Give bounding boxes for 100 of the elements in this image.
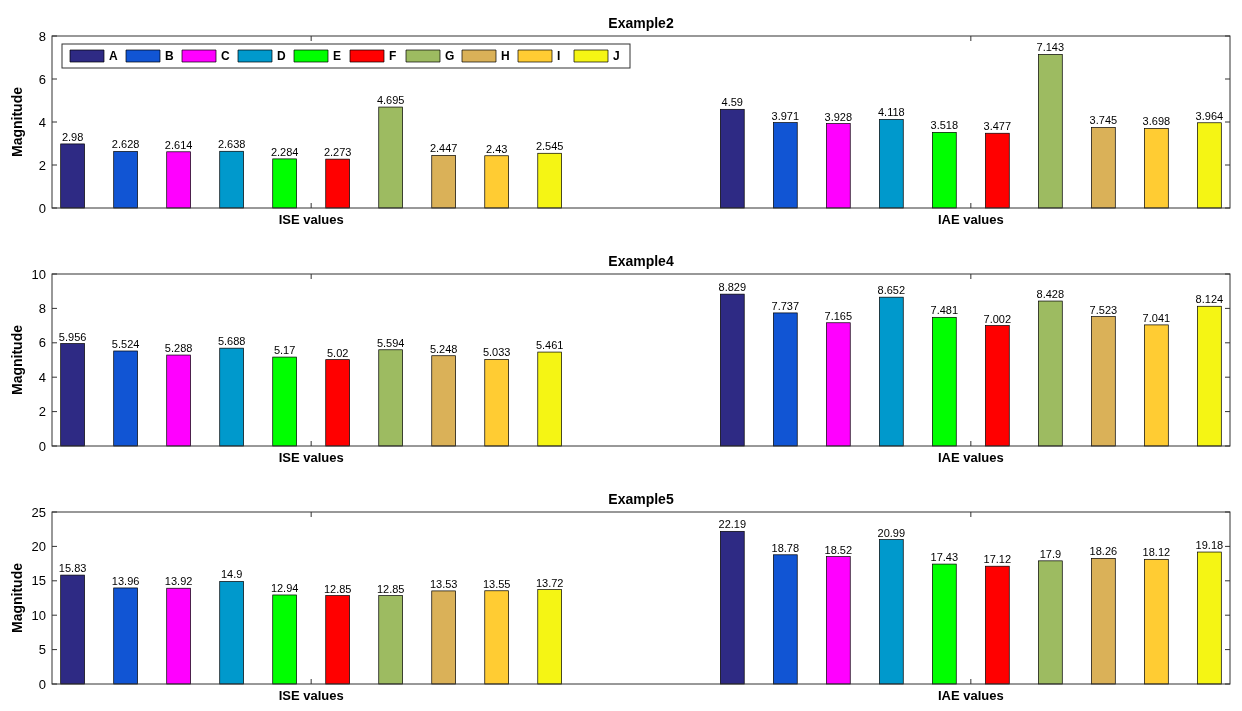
bar (113, 587, 138, 685)
data-label: 12.85 (376, 582, 405, 595)
data-label: 8.829 (718, 281, 747, 294)
bar (166, 587, 191, 685)
data-label: 3.971 (771, 109, 800, 122)
bar (1091, 558, 1116, 685)
bar (773, 312, 798, 447)
bar (537, 589, 562, 685)
data-label: 7.041 (1142, 311, 1171, 324)
x-tick-label: IAE values (937, 688, 1004, 703)
y-tick-label: 0 (38, 200, 46, 216)
bar (720, 108, 745, 209)
bar (879, 539, 904, 685)
bar (1038, 300, 1063, 447)
bar (985, 325, 1010, 447)
y-axis-title: Magnitude (9, 324, 25, 395)
data-label: 7.165 (824, 309, 853, 322)
bar (325, 595, 350, 685)
legend-label: C (221, 49, 230, 64)
bar (826, 556, 851, 685)
data-label: 20.99 (877, 526, 906, 539)
legend-label: B (165, 49, 174, 64)
bar (1091, 316, 1116, 447)
data-label: 14.9 (220, 568, 243, 581)
y-tick-label: 0 (38, 676, 46, 692)
y-tick-label: 4 (38, 114, 46, 130)
bar (219, 150, 244, 209)
x-tick-label: ISE values (278, 688, 344, 703)
bar (219, 581, 244, 685)
data-label: 18.12 (1142, 546, 1171, 559)
data-label: 3.698 (1142, 115, 1171, 128)
data-label: 3.745 (1089, 114, 1118, 127)
y-tick-label: 0 (38, 438, 46, 454)
data-label: 2.638 (217, 138, 246, 151)
bar (826, 123, 851, 209)
data-label: 4.59 (721, 96, 744, 109)
y-tick-label: 2 (38, 404, 46, 420)
data-label: 17.12 (983, 553, 1012, 566)
bar (484, 359, 509, 447)
legend-label: I (557, 49, 561, 64)
bar (113, 151, 138, 209)
bar (1144, 128, 1169, 209)
bar (537, 351, 562, 447)
data-label: 18.26 (1089, 545, 1118, 558)
data-label: 7.143 (1036, 41, 1065, 54)
bar (166, 151, 191, 209)
legend-label: A (109, 49, 118, 64)
legend-label: D (277, 49, 286, 64)
data-label: 5.248 (429, 342, 458, 355)
data-label: 7.737 (771, 299, 800, 312)
data-label: 12.94 (270, 581, 299, 594)
bar (60, 574, 85, 685)
bar (985, 132, 1010, 209)
data-label: 3.477 (983, 120, 1012, 133)
y-tick-label: 10 (31, 266, 46, 282)
data-label: 19.18 (1195, 539, 1224, 552)
bar (431, 590, 456, 685)
bar (932, 132, 957, 209)
y-tick-label: 6 (38, 335, 46, 351)
x-tick-label: ISE values (278, 450, 344, 465)
bar (325, 158, 350, 209)
y-tick-label: 4 (38, 369, 46, 385)
bar (325, 359, 350, 447)
bar (1144, 558, 1169, 685)
bar (484, 155, 509, 209)
x-tick-label: ISE values (278, 212, 344, 227)
bar (431, 355, 456, 447)
data-label: 13.55 (482, 577, 511, 590)
data-label: 2.447 (429, 142, 458, 155)
bar (113, 350, 138, 447)
bar (1197, 305, 1222, 447)
data-label: 5.524 (111, 337, 140, 350)
bar (1197, 551, 1222, 685)
y-tick-label: 6 (38, 71, 46, 87)
bar (378, 106, 403, 209)
bar (720, 530, 745, 685)
y-tick-label: 8 (38, 28, 46, 44)
y-axis-title: Magnitude (9, 86, 25, 157)
chart-title: Example5 (608, 491, 674, 507)
y-tick-label: 5 (38, 642, 46, 658)
data-label: 4.695 (376, 94, 405, 107)
bar (484, 590, 509, 685)
y-tick-label: 2 (38, 157, 46, 173)
bar (1038, 560, 1063, 685)
data-label: 8.428 (1036, 288, 1065, 301)
bar (272, 594, 297, 685)
bar (1091, 127, 1116, 209)
bar (378, 595, 403, 685)
y-tick-label: 25 (31, 504, 46, 520)
data-label: 5.288 (164, 342, 193, 355)
y-tick-label: 20 (31, 538, 46, 554)
data-label: 3.518 (930, 119, 959, 132)
legend-label: H (501, 49, 510, 64)
data-label: 13.92 (164, 575, 193, 588)
bar (879, 119, 904, 209)
bar (166, 354, 191, 447)
y-tick-label: 10 (31, 607, 46, 623)
bar (1197, 122, 1222, 209)
data-label: 8.652 (877, 284, 906, 297)
data-label: 17.43 (930, 551, 959, 564)
